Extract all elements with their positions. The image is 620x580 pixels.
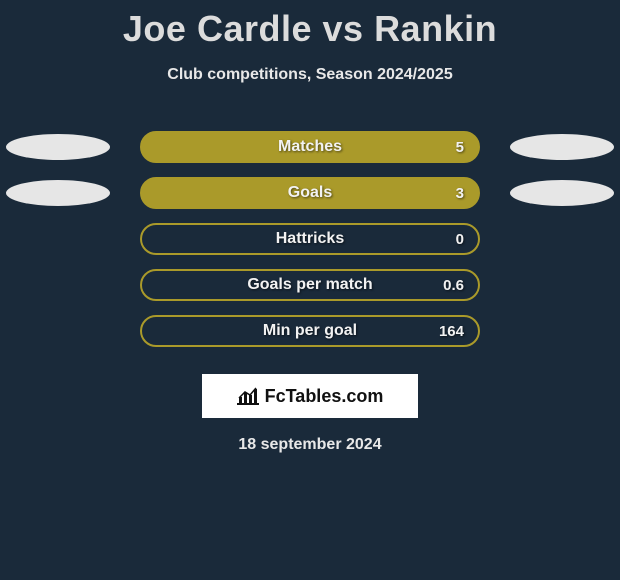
- title-player1: Joe Cardle: [123, 8, 312, 49]
- stat-label: Min per goal: [142, 322, 478, 340]
- stat-bar: Matches5: [140, 131, 480, 163]
- stat-row: Hattricks0: [0, 216, 620, 262]
- fctables-logo[interactable]: FcTables.com: [202, 374, 418, 418]
- stat-label: Goals: [142, 184, 478, 202]
- stat-row: Goals per match0.6: [0, 262, 620, 308]
- page-title: Joe Cardle vs Rankin: [0, 0, 620, 50]
- stat-label: Goals per match: [142, 276, 478, 294]
- chart-icon: [237, 387, 259, 405]
- stat-label: Matches: [142, 138, 478, 156]
- stat-value: 0.6: [443, 277, 464, 294]
- title-player2: Rankin: [374, 8, 497, 49]
- stat-row: Matches5: [0, 124, 620, 170]
- stat-row: Goals3: [0, 170, 620, 216]
- stat-label: Hattricks: [142, 230, 478, 248]
- stat-value: 164: [439, 323, 464, 340]
- stat-value: 0: [456, 231, 464, 248]
- left-ellipse: [6, 180, 110, 206]
- stat-bar: Goals per match0.6: [140, 269, 480, 301]
- stat-bar: Min per goal164: [140, 315, 480, 347]
- subtitle: Club competitions, Season 2024/2025: [0, 66, 620, 84]
- stat-value: 5: [456, 139, 464, 156]
- stat-bar: Goals3: [140, 177, 480, 209]
- right-ellipse: [510, 180, 614, 206]
- stats-content: Matches5Goals3Hattricks0Goals per match0…: [0, 124, 620, 354]
- title-vs: vs: [323, 8, 364, 49]
- stat-value: 3: [456, 185, 464, 202]
- right-ellipse: [510, 134, 614, 160]
- stat-bar: Hattricks0: [140, 223, 480, 255]
- stat-row: Min per goal164: [0, 308, 620, 354]
- date-text: 18 september 2024: [0, 436, 620, 454]
- left-ellipse: [6, 134, 110, 160]
- logo-text: FcTables.com: [265, 386, 384, 407]
